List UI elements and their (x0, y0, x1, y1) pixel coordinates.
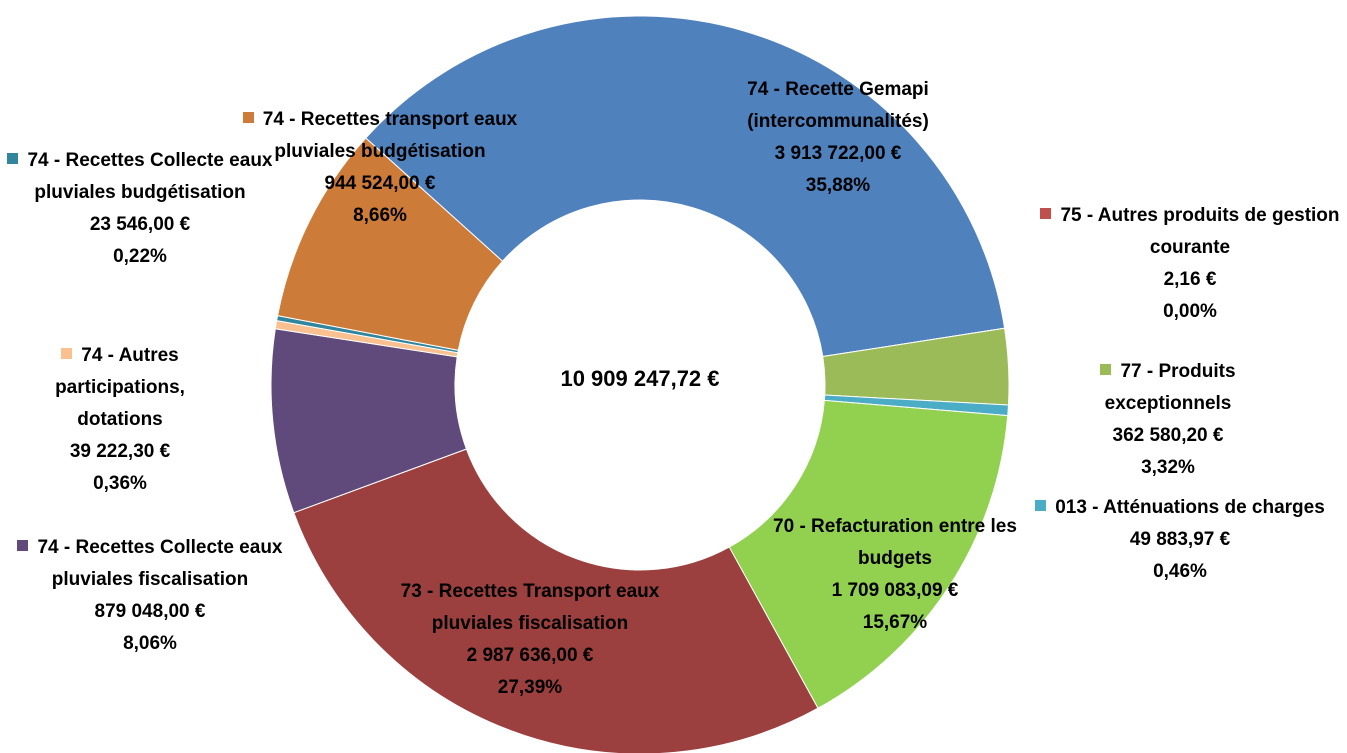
percent-label: 8,06% (123, 633, 177, 654)
value-label: 362 580,20 € (1112, 425, 1224, 446)
category-label: 73 - Recettes Transport eaux pluviales f… (400, 581, 660, 634)
legend-marker (242, 112, 254, 123)
slice-label: 74 - Autres participations, dotations 39 … (33, 340, 208, 500)
percent-label: 27,39% (497, 677, 563, 698)
category-label: 74 - Recettes Collecte eaux pluviales bu… (27, 150, 273, 203)
percent-label: 0,00% (1163, 301, 1217, 322)
category-label: 77 - Produits exceptionnels (1104, 361, 1236, 414)
slice-label: 74 - Recettes Collecte eaux pluviales fi… (8, 532, 293, 660)
label-row: 75 - Autres produits de gestion courante (1040, 200, 1340, 264)
label-row: 74 - Recettes Collecte eaux pluviales fi… (8, 532, 293, 596)
label-row: 74 - Recette Gemapi (intercommunalités) (713, 74, 963, 138)
slice (365, 15, 1006, 358)
category-label: 74 - Recettes transport eaux pluviales b… (262, 109, 518, 162)
legend-marker (1035, 500, 1047, 511)
percent-label: 35,88% (805, 175, 871, 196)
slice (728, 399, 1009, 709)
slice (293, 448, 819, 753)
category-label: 74 - Recettes Collecte eaux pluviales fi… (37, 537, 283, 590)
percent-label: 8,66% (353, 205, 407, 226)
label-row: 013 - Atténuations de charges (1035, 492, 1325, 524)
legend-marker (17, 540, 29, 551)
label-row: 73 - Recettes Transport eaux pluviales f… (398, 576, 663, 640)
category-label: 74 - Autres participations, dotations (55, 345, 185, 430)
slice-label: 77 - Produits exceptionnels 362 580,20 € 3… (1068, 356, 1268, 484)
legend-marker (61, 348, 73, 359)
category-label: 75 - Autres produits de gestion courante (1060, 205, 1340, 258)
category-label: 70 - Refacturation entre les budgets (773, 516, 1017, 569)
value-label: 3 913 722,00 € (774, 143, 902, 164)
total-label: 10 909 247,72 € (560, 366, 720, 391)
value-label: 2,16 € (1163, 269, 1217, 290)
legend-marker (1100, 364, 1112, 375)
slice-label: 013 - Atténuations de charges 49 883,97 €… (1035, 492, 1325, 588)
value-label: 23 546,00 € (89, 214, 191, 235)
percent-label: 15,67% (862, 612, 928, 633)
category-label: 74 - Recette Gemapi (intercommunalités) (747, 79, 929, 132)
legend-marker (7, 153, 19, 164)
label-row: 70 - Refacturation entre les budgets (755, 511, 1035, 575)
slice-label: 74 - Recettes transport eaux pluviales b… (235, 104, 525, 232)
legend-marker (1040, 208, 1052, 219)
slice-label: 75 - Autres produits de gestion courante… (1040, 200, 1340, 328)
percent-label: 3,32% (1141, 457, 1195, 478)
value-label: 1 709 083,09 € (831, 580, 959, 601)
value-label: 49 883,97 € (1129, 529, 1231, 550)
value-label: 944 524,00 € (324, 173, 436, 194)
value-label: 39 222,30 € (69, 441, 171, 462)
slice (276, 137, 504, 351)
slice-label: 73 - Recettes Transport eaux pluviales f… (398, 576, 663, 704)
slice-label: 74 - Recette Gemapi (intercommunalités) 3… (713, 74, 963, 202)
label-row: 74 - Autres participations, dotations (33, 340, 208, 436)
percent-label: 0,36% (93, 473, 147, 494)
label-row: 74 - Recettes transport eaux pluviales b… (235, 104, 525, 168)
percent-label: 0,22% (113, 246, 167, 267)
value-label: 879 048,00 € (94, 601, 206, 622)
value-label: 2 987 636,00 € (466, 645, 594, 666)
slice-label: 74 - Recettes Collecte eaux pluviales bu… (0, 145, 280, 273)
label-row: 74 - Recettes Collecte eaux pluviales bu… (0, 145, 280, 209)
label-row: 77 - Produits exceptionnels (1068, 356, 1268, 420)
slice-label: 70 - Refacturation entre les budgets 1 70… (755, 511, 1035, 639)
category-label: 013 - Atténuations de charges (1055, 497, 1325, 518)
percent-label: 0,46% (1153, 561, 1207, 582)
